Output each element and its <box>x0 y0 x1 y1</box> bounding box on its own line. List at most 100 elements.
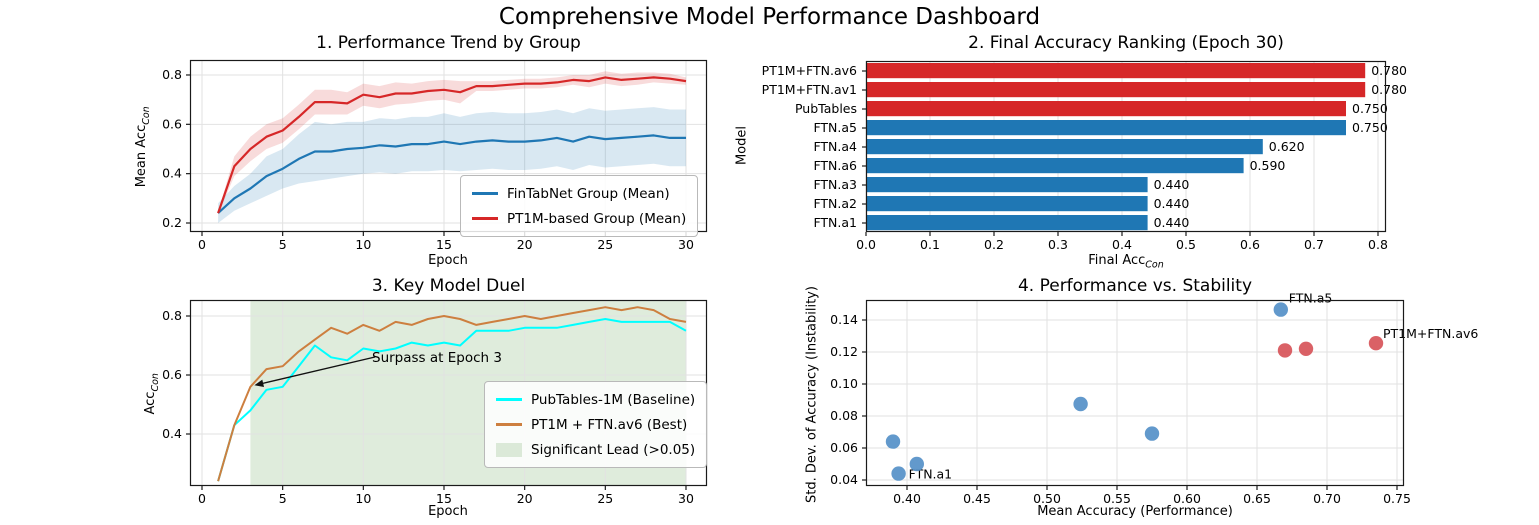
legend-item-pubtables: PubTables-1M (Baseline) <box>496 387 695 412</box>
svg-text:0.620: 0.620 <box>1269 139 1305 154</box>
scatter-point <box>1273 302 1288 317</box>
ylabel-subscript: Con <box>140 106 152 125</box>
svg-text:FTN.a4: FTN.a4 <box>813 139 857 154</box>
svg-text:10: 10 <box>355 491 371 506</box>
svg-text:0.45: 0.45 <box>963 491 991 506</box>
series-line <box>217 318 687 482</box>
chart-duel-title: 3. Key Model Duel <box>371 276 526 296</box>
svg-text:0.4: 0.4 <box>162 166 182 181</box>
chart-duel-ylabel: AccCon <box>143 354 161 434</box>
green-patch-swatch <box>496 442 522 457</box>
svg-text:0.2: 0.2 <box>162 215 182 230</box>
svg-text:0.2: 0.2 <box>984 237 1004 252</box>
svg-text:30: 30 <box>678 237 694 252</box>
axes-frame <box>865 299 1405 487</box>
svg-text:0.12: 0.12 <box>830 344 858 359</box>
svg-text:0.780: 0.780 <box>1371 82 1407 97</box>
svg-text:0.04: 0.04 <box>830 472 858 487</box>
svg-text:20: 20 <box>517 237 533 252</box>
scatter-point <box>909 456 924 472</box>
svg-text:FTN.a5: FTN.a5 <box>1289 291 1333 306</box>
series-line <box>217 306 687 482</box>
svg-text:30: 30 <box>678 491 694 506</box>
series-line <box>217 134 686 214</box>
legend-item-best: PT1M + FTN.av6 (Best) <box>496 412 695 437</box>
bar <box>866 177 1148 193</box>
svg-text:0.590: 0.590 <box>1250 158 1286 173</box>
xlabel-text: Final Acc <box>1088 253 1146 268</box>
chart-duel-legend: PubTables-1M (Baseline) PT1M + FTN.av6 (… <box>484 381 708 468</box>
scatter-point <box>1368 336 1384 351</box>
svg-text:5: 5 <box>279 491 287 506</box>
legend-label: Significant Lead (>0.05) <box>531 441 696 458</box>
svg-text:0.8: 0.8 <box>1368 237 1388 252</box>
legend-item-region: Significant Lead (>0.05) <box>496 437 695 462</box>
svg-text:10: 10 <box>355 237 371 252</box>
svg-text:PT1M+FTN.av6: PT1M+FTN.av6 <box>762 63 857 78</box>
svg-text:0.440: 0.440 <box>1154 196 1190 211</box>
legend-label: PT1M + FTN.av6 (Best) <box>531 416 688 433</box>
svg-text:0.75: 0.75 <box>1383 491 1411 506</box>
scatter-point <box>1144 426 1160 441</box>
axes-frame <box>189 59 708 233</box>
chart-scatter-title: 4. Performance vs. Stability <box>1017 276 1253 296</box>
svg-text:0.55: 0.55 <box>1103 491 1131 506</box>
legend-item-pt1m: PT1M-based Group (Mean) <box>472 206 686 231</box>
confidence-band <box>218 107 686 223</box>
series-line <box>217 76 687 214</box>
chart-ranking-ylabel: Model <box>734 125 750 166</box>
svg-text:0.440: 0.440 <box>1154 177 1190 192</box>
chart-scatter-xlabel: Mean Accuracy (Performance) <box>1037 504 1233 519</box>
confidence-band <box>218 71 686 215</box>
chart-trend-xlabel: Epoch <box>428 253 468 268</box>
chart-duel-xlabel: Epoch <box>428 504 468 519</box>
bar <box>866 120 1346 136</box>
chart-trend-legend: FinTabNet Group (Mean) PT1M-based Group … <box>460 175 699 237</box>
chart-scatter-ylabel: Std. Dev. of Accuracy (Instability) <box>804 286 820 503</box>
svg-text:0.4: 0.4 <box>162 426 182 441</box>
svg-text:0.14: 0.14 <box>830 312 858 327</box>
svg-text:0.7: 0.7 <box>1304 237 1324 252</box>
svg-text:0.70: 0.70 <box>1313 491 1341 506</box>
svg-text:0.8: 0.8 <box>162 308 182 323</box>
legend-label: PubTables-1M (Baseline) <box>531 391 696 408</box>
svg-text:20: 20 <box>517 491 533 506</box>
legend-label: FinTabNet Group (Mean) <box>507 185 670 202</box>
svg-text:0.08: 0.08 <box>830 408 858 423</box>
bar <box>866 101 1346 117</box>
svg-text:PT1M+FTN.av6: PT1M+FTN.av6 <box>1383 326 1478 341</box>
svg-text:0.60: 0.60 <box>1173 491 1201 506</box>
annotation-arrow <box>262 356 376 385</box>
svg-text:0.6: 0.6 <box>162 367 182 382</box>
svg-text:5: 5 <box>279 237 287 252</box>
svg-text:0.6: 0.6 <box>162 116 182 131</box>
main-title: Comprehensive Model Performance Dashboar… <box>498 4 1041 30</box>
scatter-point <box>1298 341 1314 356</box>
scatter-point <box>885 434 901 449</box>
bar <box>866 158 1244 174</box>
svg-text:PubTables: PubTables <box>795 101 857 116</box>
svg-text:0.0: 0.0 <box>856 237 876 252</box>
chart-trend-ylabel: Mean AccCon <box>134 77 152 217</box>
ylabel-subscript: Con <box>149 373 161 392</box>
bar <box>866 196 1148 212</box>
svg-text:0.50: 0.50 <box>1033 491 1061 506</box>
legend-item-fintabnet: FinTabNet Group (Mean) <box>472 181 686 206</box>
blue-line-swatch <box>472 192 498 195</box>
svg-text:PT1M+FTN.av1: PT1M+FTN.av1 <box>762 82 857 97</box>
chart-trend-title: 1. Performance Trend by Group <box>316 33 581 53</box>
svg-text:0: 0 <box>198 491 206 506</box>
annotation-arrowhead <box>254 379 264 387</box>
svg-text:FTN.a1: FTN.a1 <box>813 215 857 230</box>
svg-text:0: 0 <box>198 237 206 252</box>
chart-ranking-plot: 0.780 PT1M+FTN.av6 0.780 PT1M+FTN.av1 0.750 P… <box>762 60 1407 252</box>
svg-text:FTN.a2: FTN.a2 <box>813 196 857 211</box>
bar <box>866 139 1263 155</box>
scatter-point <box>1277 343 1293 358</box>
bar <box>866 82 1366 98</box>
legend-label: PT1M-based Group (Mean) <box>507 210 687 227</box>
svg-text:15: 15 <box>436 491 452 506</box>
red-line-swatch <box>472 217 498 220</box>
svg-text:0.8: 0.8 <box>162 67 182 82</box>
